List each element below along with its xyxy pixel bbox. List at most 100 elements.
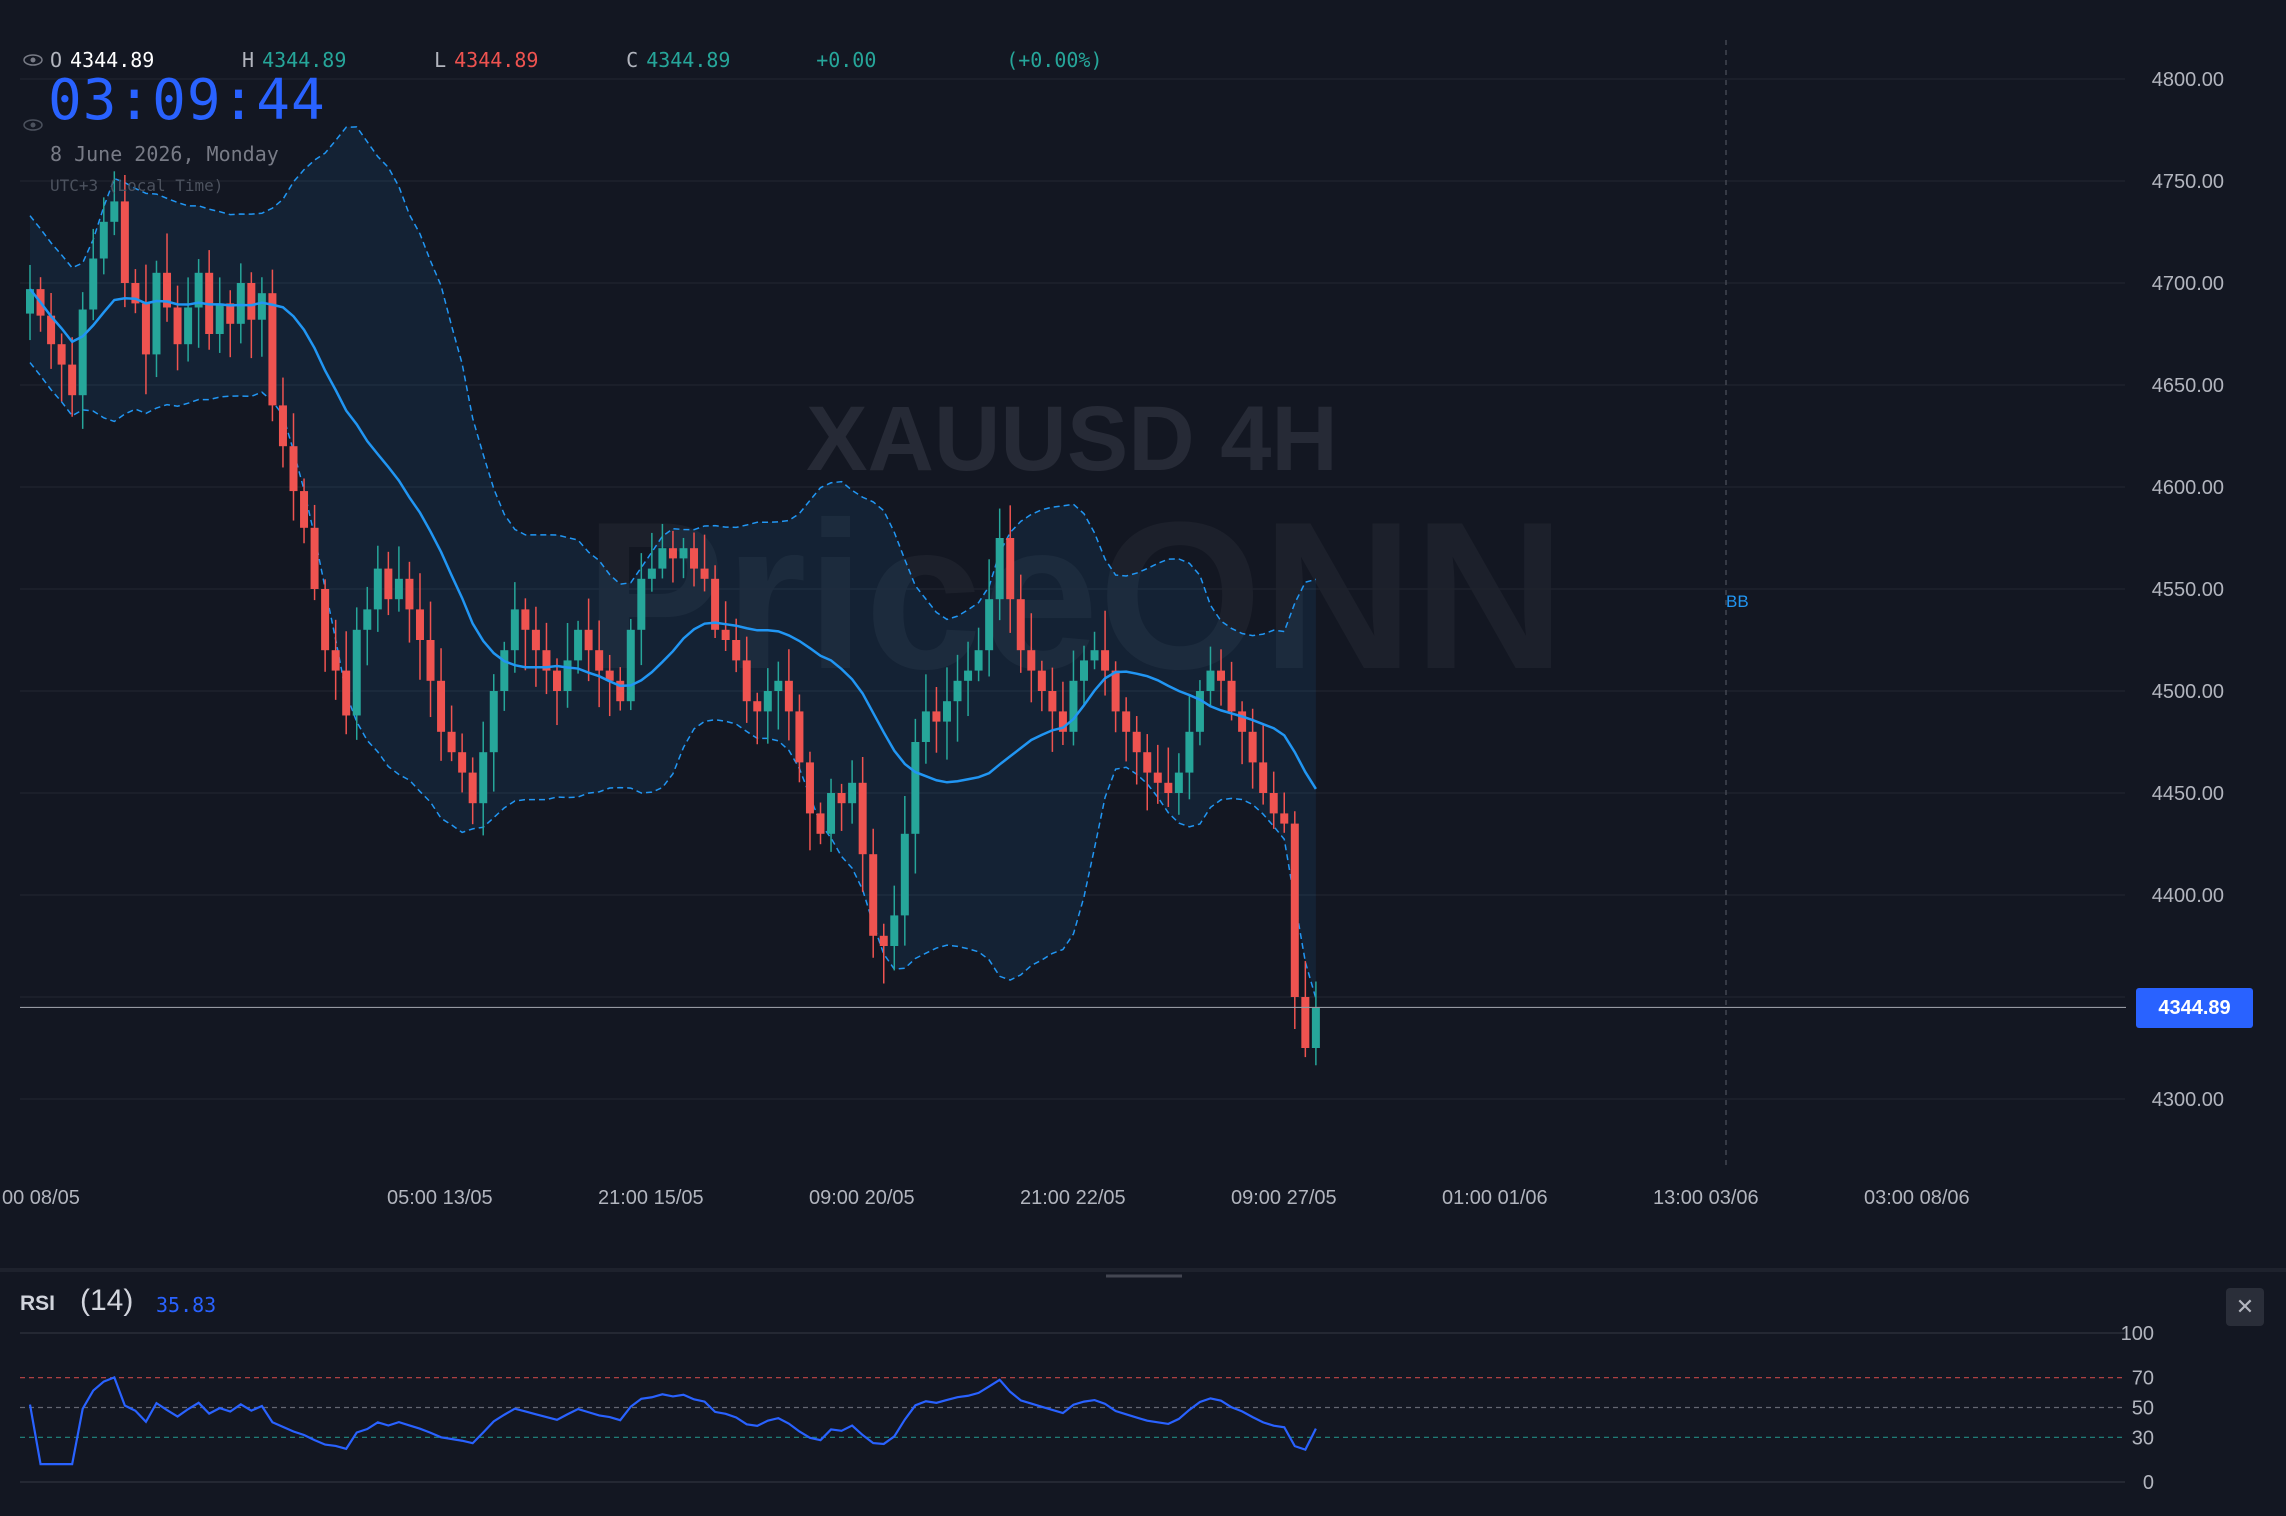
candle-body [1174, 772, 1183, 793]
close-label: C [626, 48, 639, 72]
candle [869, 828, 878, 958]
candle [1048, 667, 1057, 752]
candle-body [1111, 670, 1120, 712]
candle [542, 622, 551, 695]
candle-body [1048, 691, 1057, 712]
candle [964, 641, 973, 717]
bollinger-basis-line [29, 288, 1317, 790]
candle-body [932, 711, 941, 722]
candle-body [784, 680, 793, 712]
candle-body [236, 283, 245, 324]
candle-body [1248, 731, 1257, 763]
candle [1153, 744, 1162, 804]
candle [574, 620, 583, 674]
candle-body [268, 293, 277, 406]
candle [732, 618, 741, 673]
candle-body [352, 629, 361, 716]
candle [510, 582, 519, 673]
candle [690, 532, 699, 587]
candle [700, 534, 709, 592]
candle [394, 546, 403, 612]
candle [837, 783, 846, 831]
y-tick-label: 4750.00 [2152, 171, 2224, 193]
candle [173, 285, 182, 371]
candle-body [911, 742, 920, 834]
candle-body [110, 201, 119, 222]
candle [521, 598, 530, 671]
candle [373, 545, 382, 632]
candle [1227, 661, 1236, 721]
watermark-symbol: XAUUSD 4H [806, 388, 1338, 490]
candle [721, 601, 730, 651]
candle [679, 537, 688, 579]
candle [1217, 649, 1226, 706]
candle-body [974, 650, 983, 671]
candle [921, 674, 930, 764]
candle [1016, 574, 1025, 673]
close-indicator-button[interactable]: ✕ [2226, 1288, 2264, 1326]
x-tick-label: 01:00 01/06 [1442, 1187, 1548, 1209]
candle [1080, 645, 1088, 707]
candle-body [542, 650, 551, 671]
candle [911, 718, 920, 874]
candle [26, 264, 34, 341]
candle-body [78, 309, 87, 396]
candles [26, 171, 1320, 1066]
candle [47, 293, 56, 369]
candle-body [837, 793, 846, 804]
candle-body [1185, 731, 1194, 773]
candle-body [1290, 823, 1299, 997]
candle-body [394, 578, 403, 600]
pane-divider[interactable] [0, 1268, 2286, 1278]
candle [1027, 613, 1036, 703]
candle [426, 601, 435, 718]
candle-body [1090, 650, 1099, 661]
time-axis[interactable]: 00 08/05 05:00 13/05 21:00 15/05 09:00 20/0… [2, 1187, 1970, 1209]
candle-body [310, 527, 319, 589]
y-tick-label: 4300.00 [2152, 1089, 2224, 1111]
lower-band [29, 362, 1317, 999]
candle-body [1132, 731, 1141, 753]
candle-body [711, 578, 720, 630]
candle-body [184, 307, 193, 345]
candle-body [1164, 782, 1173, 793]
candle-body [468, 772, 477, 804]
ohlc-legend: O 4344.89 H 4344.89 L 4344.89 C 4344.89 … [22, 48, 1103, 72]
candle [753, 692, 762, 745]
candle [900, 796, 909, 946]
candle-body [363, 609, 372, 630]
candle [805, 751, 814, 851]
candle-body [1217, 670, 1226, 681]
price-axis[interactable]: 4300.00 4400.00 4450.00 4500.00 4550.00 4600.… [2152, 69, 2224, 1111]
candle-body [321, 589, 330, 651]
candle-body [732, 640, 741, 661]
candle [489, 674, 498, 792]
eye-icon[interactable] [22, 118, 44, 132]
candle [1238, 701, 1247, 765]
candle [415, 573, 424, 680]
candle [595, 620, 604, 708]
candle [236, 263, 245, 344]
candle-body [742, 660, 751, 702]
rsi-tick-label: 100 [2121, 1323, 2154, 1345]
candle-body [47, 315, 56, 345]
candle-body [215, 303, 224, 334]
x-tick-label: 09:00 20/05 [809, 1187, 915, 1209]
eye-icon[interactable] [22, 53, 44, 67]
candle-body [57, 344, 66, 365]
high-value: 4344.89 [262, 48, 347, 72]
candle-body [163, 272, 172, 308]
candle [1195, 680, 1204, 746]
candle-body [1069, 680, 1078, 732]
candle [1290, 811, 1299, 1029]
candle [563, 622, 572, 708]
candle [974, 627, 983, 682]
candle [78, 292, 87, 429]
candle [120, 174, 129, 308]
candle [278, 377, 287, 468]
candle [110, 171, 119, 236]
candle [131, 269, 140, 314]
candle-body [300, 491, 309, 528]
candle [163, 233, 172, 322]
